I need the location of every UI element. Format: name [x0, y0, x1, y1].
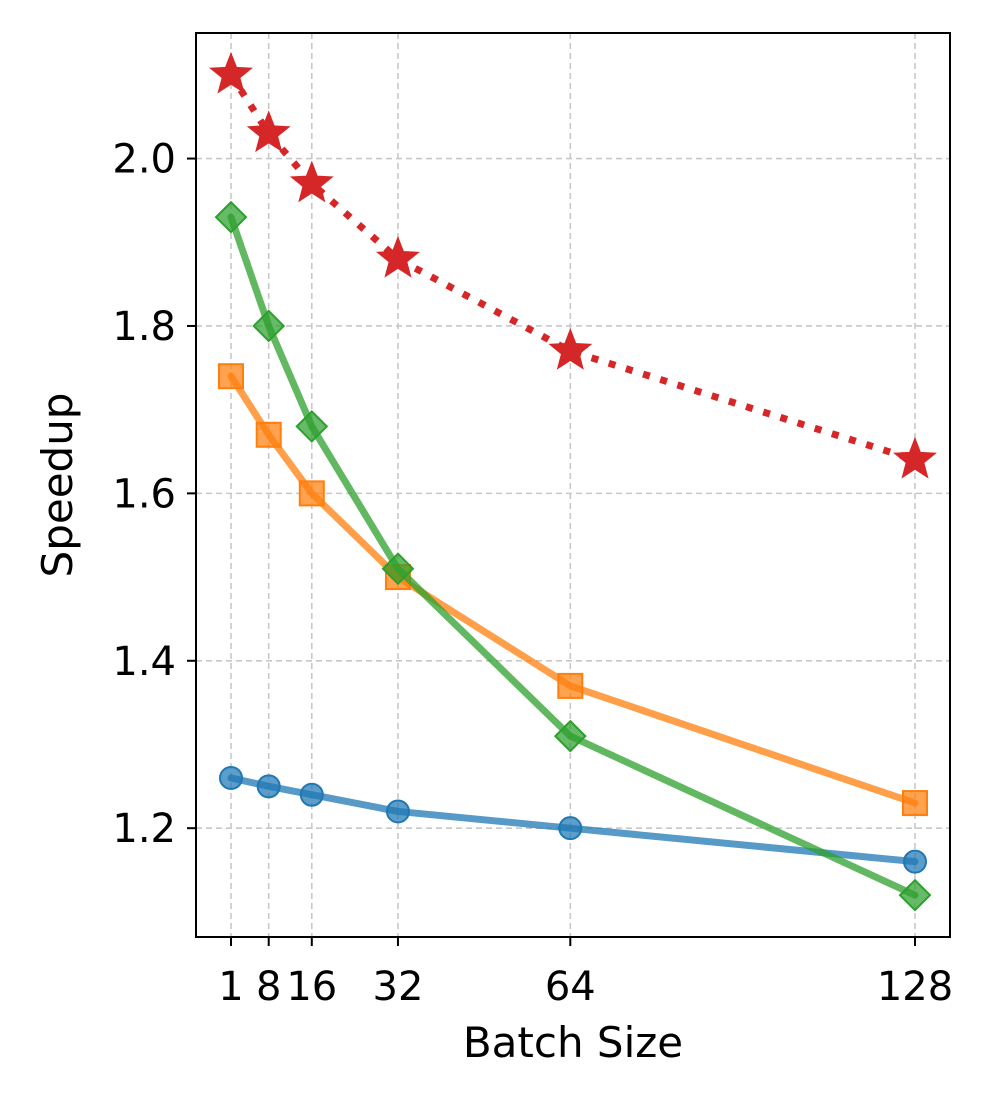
y-tick-label-1.6: 1.6 [112, 471, 176, 517]
x-tick-label-1: 1 [218, 964, 243, 1010]
series-orange-point-8 [255, 421, 282, 448]
series-blue [219, 765, 927, 874]
y-axis-label: Speedup [33, 393, 82, 578]
series-blue-point-8 [256, 774, 281, 799]
series-green-point-16 [295, 409, 329, 443]
y-tick-label-2.0: 2.0 [112, 137, 176, 183]
y-tick-label-1.2: 1.2 [112, 806, 176, 852]
plot-frame [195, 32, 951, 938]
x-tick-label-16: 16 [286, 964, 337, 1010]
series-blue-point-32 [385, 799, 410, 824]
y-tick-label-1.4: 1.4 [112, 639, 176, 685]
series-group [209, 51, 937, 912]
series-green-point-8 [252, 309, 286, 343]
series-red-point-64 [548, 327, 593, 370]
series-blue-point-64 [558, 816, 583, 841]
series-red-point-32 [376, 235, 420, 278]
series-green [214, 200, 932, 912]
series-orange-point-128 [901, 790, 928, 817]
series-blue-point-1 [219, 765, 244, 790]
ticks: 1 8 16 32 64 128 1.2 1.4 1.6 1.8 2.0 [112, 137, 953, 1010]
y-tick-label-1.8: 1.8 [112, 304, 176, 350]
series-red-line [228, 72, 917, 464]
x-tick-label-32: 32 [373, 964, 424, 1010]
series-green-point-1 [214, 200, 248, 234]
series-red-point-128 [893, 436, 937, 479]
series-orange-point-64 [557, 672, 584, 699]
series-orange-point-1 [218, 363, 245, 390]
x-tick-label-128: 128 [877, 964, 953, 1010]
series-green-point-128 [898, 878, 932, 912]
series-red [209, 51, 937, 479]
series-green-line [227, 213, 919, 899]
x-tick-label-8: 8 [256, 964, 281, 1010]
series-orange-point-16 [298, 480, 325, 507]
series-red-point-16 [289, 160, 334, 203]
series-green-point-32 [381, 552, 415, 586]
series-red-point-8 [246, 110, 291, 153]
x-tick-label-64: 64 [545, 964, 596, 1010]
series-blue-point-128 [902, 849, 927, 874]
series-green-point-64 [553, 719, 587, 753]
series-red-point-1 [209, 51, 253, 94]
series-blue-point-16 [299, 782, 324, 807]
x-axis-label: Batch Size [463, 1018, 683, 1067]
